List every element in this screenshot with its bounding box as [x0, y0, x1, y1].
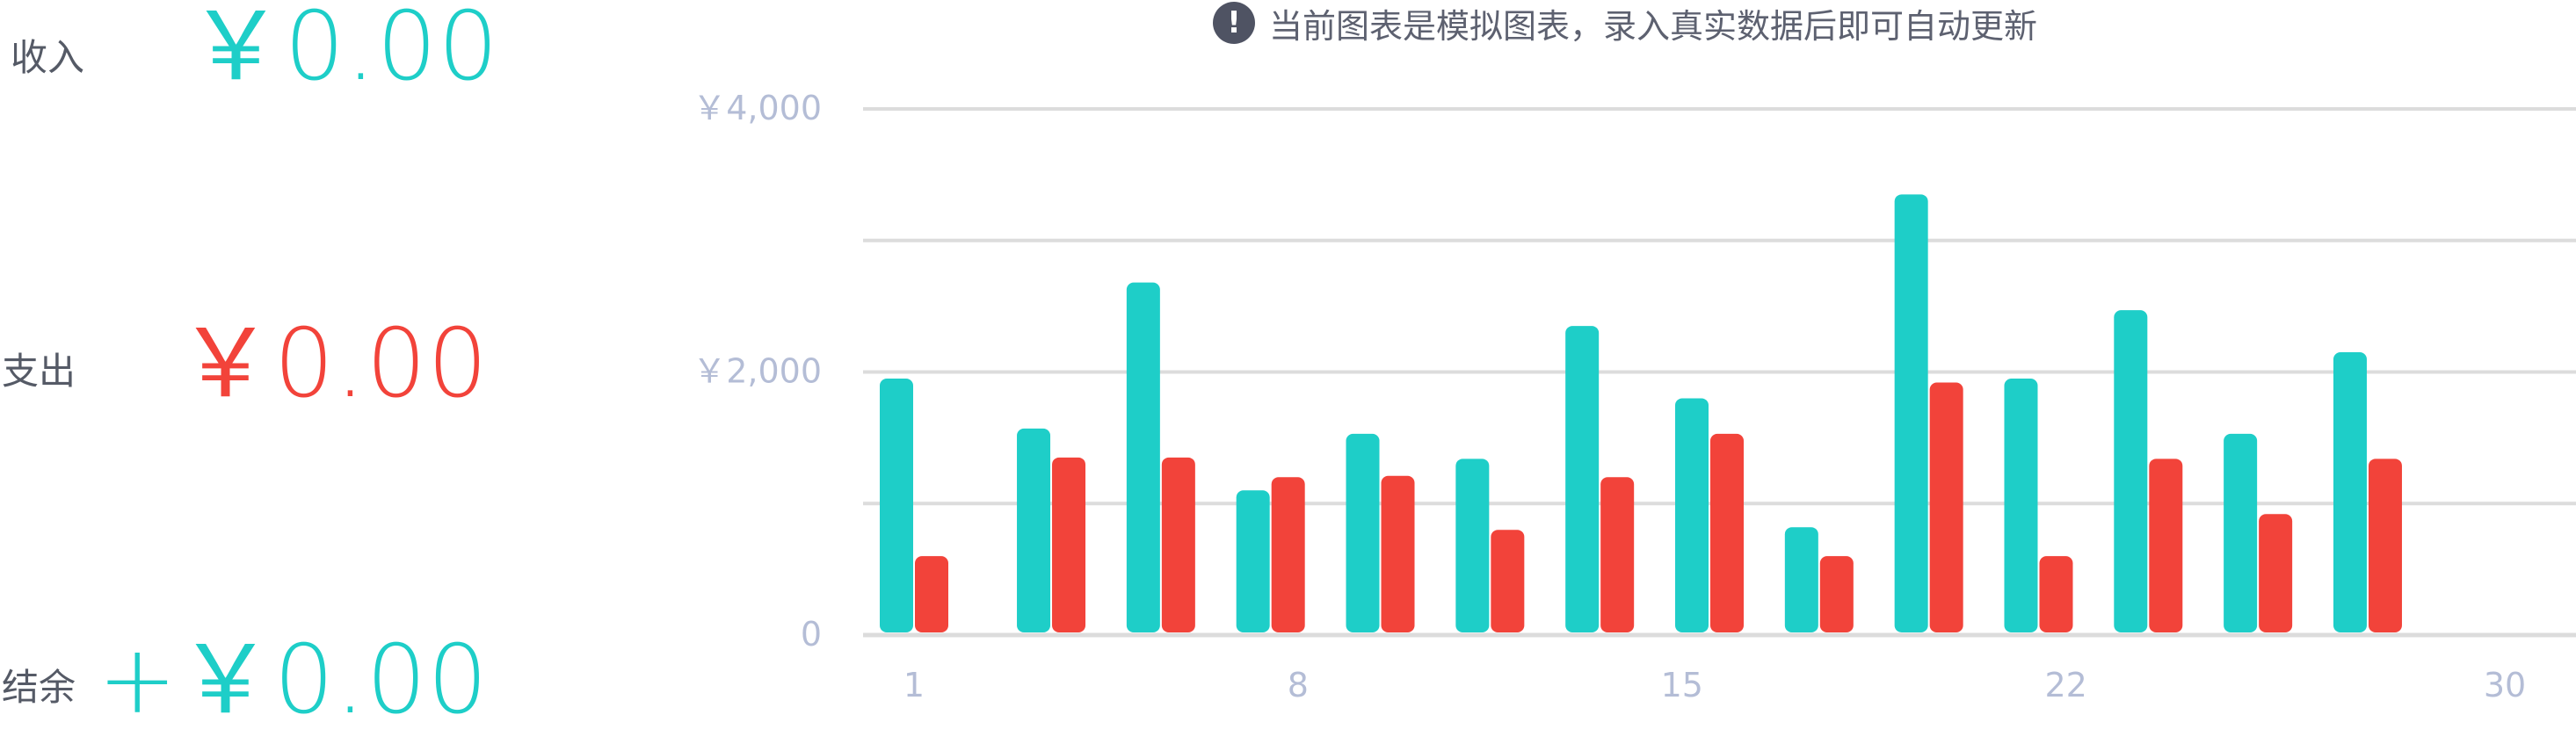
- income-summary: 收入 ￥0.00: [0, 0, 562, 123]
- daily-income-expense-chart: 0 ￥2,000 ￥4,000 1 8 15 22 30: [693, 89, 2576, 704]
- x-tick-label: 22: [2045, 666, 2087, 704]
- income-bar: [2114, 310, 2148, 632]
- y-tick-label: ￥4,000: [693, 89, 822, 127]
- income-bar: [1346, 433, 1380, 632]
- income-bar: [1236, 490, 1270, 632]
- balance-label: 结余: [2, 666, 76, 709]
- income-bar: [1894, 194, 1928, 632]
- expense-bar: [915, 556, 948, 632]
- expense-bar: [1819, 556, 1854, 632]
- income-bar: [1017, 428, 1051, 632]
- income-bar: [1126, 282, 1160, 632]
- y-tick-label: ￥2,000: [693, 352, 822, 391]
- income-bar: [1565, 326, 1600, 632]
- exclamation-circle-icon: !: [1213, 2, 1255, 44]
- income-bar: [1455, 459, 1490, 632]
- x-tick-label: 8: [1288, 666, 1309, 704]
- income-bar: [2004, 378, 2038, 632]
- simulated-chart-notice: ! 当前图表是模拟图表，录入真实数据后即可自动更新: [1213, 0, 2037, 46]
- expense-value: ￥0.00: [178, 309, 489, 419]
- x-tick-label: 30: [2484, 666, 2526, 704]
- income-bar: [2333, 352, 2367, 632]
- balance-summary: 结余 +￥0.00: [0, 628, 562, 751]
- income-bar: [880, 378, 913, 632]
- expense-bar: [1491, 530, 1525, 632]
- income-value: ￥0.00: [188, 0, 499, 102]
- expense-bar: [2149, 459, 2183, 632]
- expense-summary: 支出 ￥0.00: [0, 312, 562, 435]
- expense-bar: [2259, 514, 2293, 632]
- x-tick-label: 1: [903, 666, 925, 704]
- income-label: 收入: [11, 36, 85, 79]
- income-bar: [2224, 433, 2258, 632]
- y-tick-label: 0: [801, 615, 822, 654]
- expense-bar: [1929, 382, 1963, 632]
- expense-bar: [1381, 475, 1415, 632]
- x-tick-label: 15: [1661, 666, 1703, 704]
- expense-bar: [1052, 457, 1086, 632]
- income-bar: [1675, 398, 1709, 632]
- expense-bar: [2039, 556, 2073, 632]
- expense-bar: [1710, 433, 1744, 632]
- expense-bar: [1161, 457, 1195, 632]
- notice-text: 当前图表是模拟图表，录入真实数据后即可自动更新: [1269, 6, 2038, 46]
- income-bar: [1784, 527, 1818, 632]
- expense-bar: [2368, 459, 2402, 632]
- balance-value: +￥0.00: [98, 625, 489, 735]
- expense-bar: [1600, 477, 1635, 632]
- expense-label: 支出: [2, 350, 76, 393]
- expense-bar: [1271, 477, 1305, 632]
